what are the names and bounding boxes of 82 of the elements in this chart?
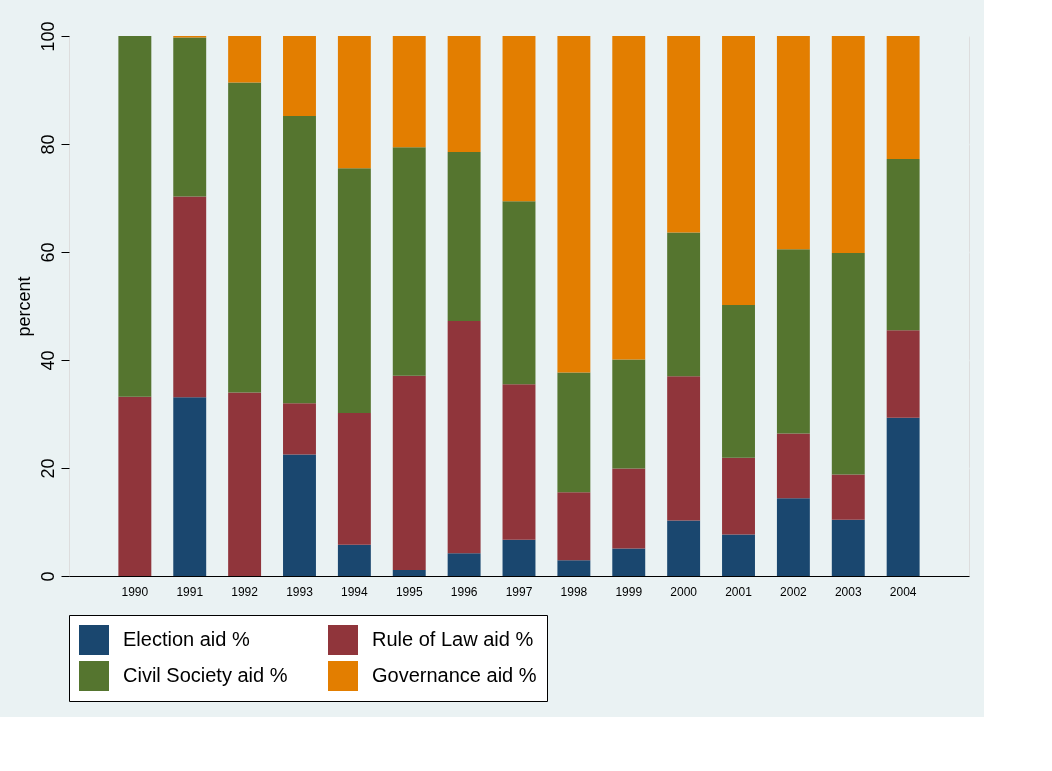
bar bbox=[173, 196, 207, 398]
legend-label: Governance aid % bbox=[372, 664, 537, 686]
bar bbox=[447, 152, 481, 322]
bar bbox=[283, 36, 316, 116]
bar bbox=[283, 454, 316, 576]
bar bbox=[886, 417, 920, 576]
x-tick-label: 2002 bbox=[780, 584, 808, 599]
bar bbox=[557, 36, 591, 373]
bar bbox=[831, 36, 865, 254]
x-tick-label: 2003 bbox=[834, 584, 862, 599]
bar bbox=[337, 168, 371, 413]
bar bbox=[557, 372, 591, 493]
x-tick-label: 1999 bbox=[615, 584, 643, 599]
legend-label: Rule of Law aid % bbox=[372, 628, 534, 650]
bar bbox=[557, 492, 591, 561]
bar bbox=[447, 36, 481, 153]
y-tick-label: 20 bbox=[37, 458, 58, 479]
bar bbox=[776, 249, 810, 434]
bar bbox=[392, 147, 426, 376]
y-tick-label: 60 bbox=[37, 242, 58, 263]
bar bbox=[612, 359, 646, 469]
bar bbox=[612, 548, 646, 576]
bar bbox=[502, 539, 536, 576]
x-tick-label: 1998 bbox=[560, 584, 588, 599]
x-tick-label: 2001 bbox=[725, 584, 753, 599]
bar bbox=[337, 412, 371, 545]
bar bbox=[228, 82, 262, 393]
legend-label: Civil Society aid % bbox=[123, 664, 288, 686]
bar bbox=[392, 36, 426, 148]
bar bbox=[612, 36, 646, 360]
bar bbox=[228, 36, 262, 83]
bar bbox=[118, 36, 152, 397]
x-tick-label: 1992 bbox=[231, 584, 259, 599]
x-tick-label: 1990 bbox=[121, 584, 149, 599]
bar bbox=[502, 201, 536, 385]
bar bbox=[831, 474, 865, 520]
x-tick-label: 1994 bbox=[341, 584, 369, 599]
bar bbox=[118, 396, 152, 576]
bar bbox=[612, 468, 646, 549]
bar bbox=[667, 520, 701, 576]
x-tick-label: 1993 bbox=[286, 584, 314, 599]
bar bbox=[667, 36, 701, 233]
bar bbox=[886, 330, 920, 418]
bar bbox=[886, 159, 920, 331]
x-tick-label: 1995 bbox=[395, 584, 423, 599]
bar bbox=[502, 384, 536, 540]
bar bbox=[722, 36, 755, 305]
legend-label: Election aid % bbox=[123, 628, 250, 650]
bar bbox=[776, 498, 810, 576]
bar bbox=[557, 560, 591, 576]
bar bbox=[776, 433, 810, 499]
bar bbox=[283, 115, 316, 404]
bar bbox=[173, 397, 207, 576]
bar bbox=[722, 304, 755, 458]
x-tick-label: 1991 bbox=[176, 584, 204, 599]
bar bbox=[667, 376, 701, 521]
bar bbox=[831, 253, 865, 475]
y-tick-label: 0 bbox=[37, 571, 58, 582]
y-tick-label: 40 bbox=[37, 350, 58, 371]
x-tick-label: 1997 bbox=[505, 584, 533, 599]
x-tick-label: 2000 bbox=[670, 584, 698, 599]
bar bbox=[173, 37, 207, 197]
bar bbox=[886, 36, 920, 160]
bar bbox=[447, 321, 481, 554]
bar bbox=[228, 392, 262, 576]
y-tick-label: 100 bbox=[37, 21, 58, 52]
x-tick-label: 2004 bbox=[889, 584, 917, 599]
y-tick-label: 80 bbox=[37, 134, 58, 155]
bar bbox=[447, 553, 481, 576]
x-tick-label: 1996 bbox=[450, 584, 478, 599]
bar bbox=[722, 457, 755, 535]
bar bbox=[283, 403, 316, 455]
bar bbox=[337, 36, 371, 169]
bar bbox=[667, 232, 701, 377]
bar bbox=[776, 36, 810, 250]
y-axis-title: percent bbox=[13, 276, 34, 337]
bar bbox=[337, 544, 371, 576]
bar bbox=[392, 570, 426, 576]
bar bbox=[502, 36, 536, 202]
bar bbox=[722, 534, 755, 576]
bar bbox=[831, 519, 865, 576]
bar bbox=[392, 375, 426, 571]
